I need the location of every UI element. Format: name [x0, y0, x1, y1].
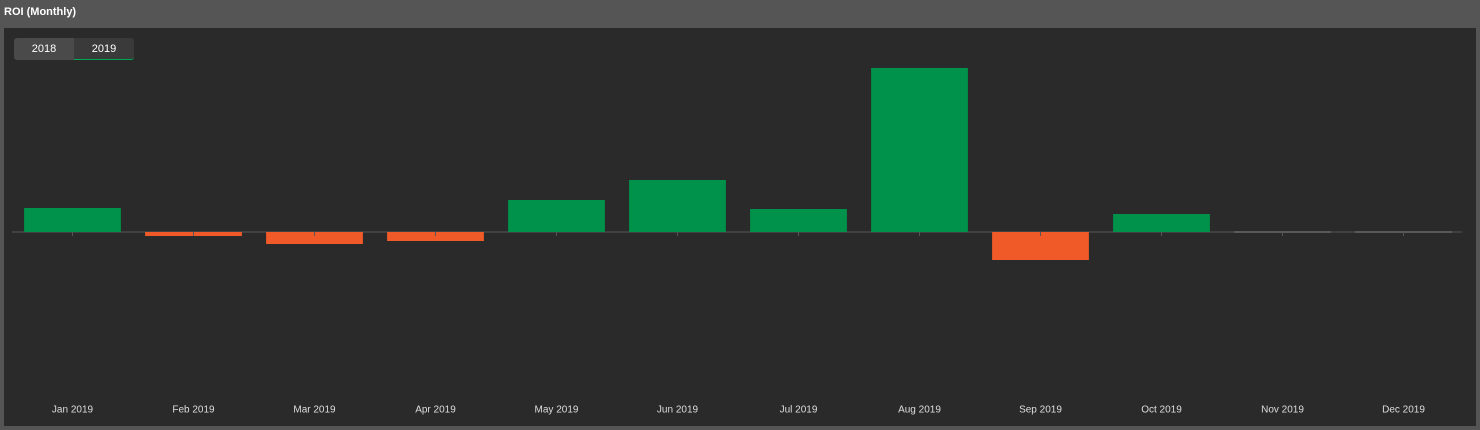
x-tick-label: Jul 2019	[780, 405, 818, 416]
bar	[750, 209, 847, 232]
year-tabs: 2018 2019	[14, 38, 134, 60]
x-tick-label: Mar 2019	[293, 405, 336, 416]
x-tick-label: Jun 2019	[657, 405, 699, 416]
x-tick-label: Jan 2019	[52, 405, 94, 416]
x-tick-label: Nov 2019	[1261, 405, 1304, 416]
x-tick-label: Feb 2019	[172, 405, 215, 416]
bar	[24, 208, 121, 232]
x-tick-label: Aug 2019	[898, 405, 941, 416]
x-tick-label: Sep 2019	[1019, 405, 1062, 416]
bar	[1113, 214, 1210, 232]
bar	[508, 200, 605, 232]
bar	[992, 232, 1089, 260]
bar	[266, 232, 363, 244]
x-tick-label: Dec 2019	[1382, 405, 1425, 416]
x-tick-label: Oct 2019	[1141, 405, 1182, 416]
x-tick-label: May 2019	[535, 405, 579, 416]
chart-panel	[4, 28, 1476, 426]
widget-title: ROI (Monthly)	[4, 6, 77, 18]
bar	[871, 68, 968, 232]
year-tab[interactable]: 2018	[14, 38, 74, 60]
year-tab[interactable]: 2019	[74, 38, 134, 60]
x-tick-label: Apr 2019	[415, 405, 456, 416]
bar	[387, 232, 484, 241]
bar	[629, 180, 726, 232]
